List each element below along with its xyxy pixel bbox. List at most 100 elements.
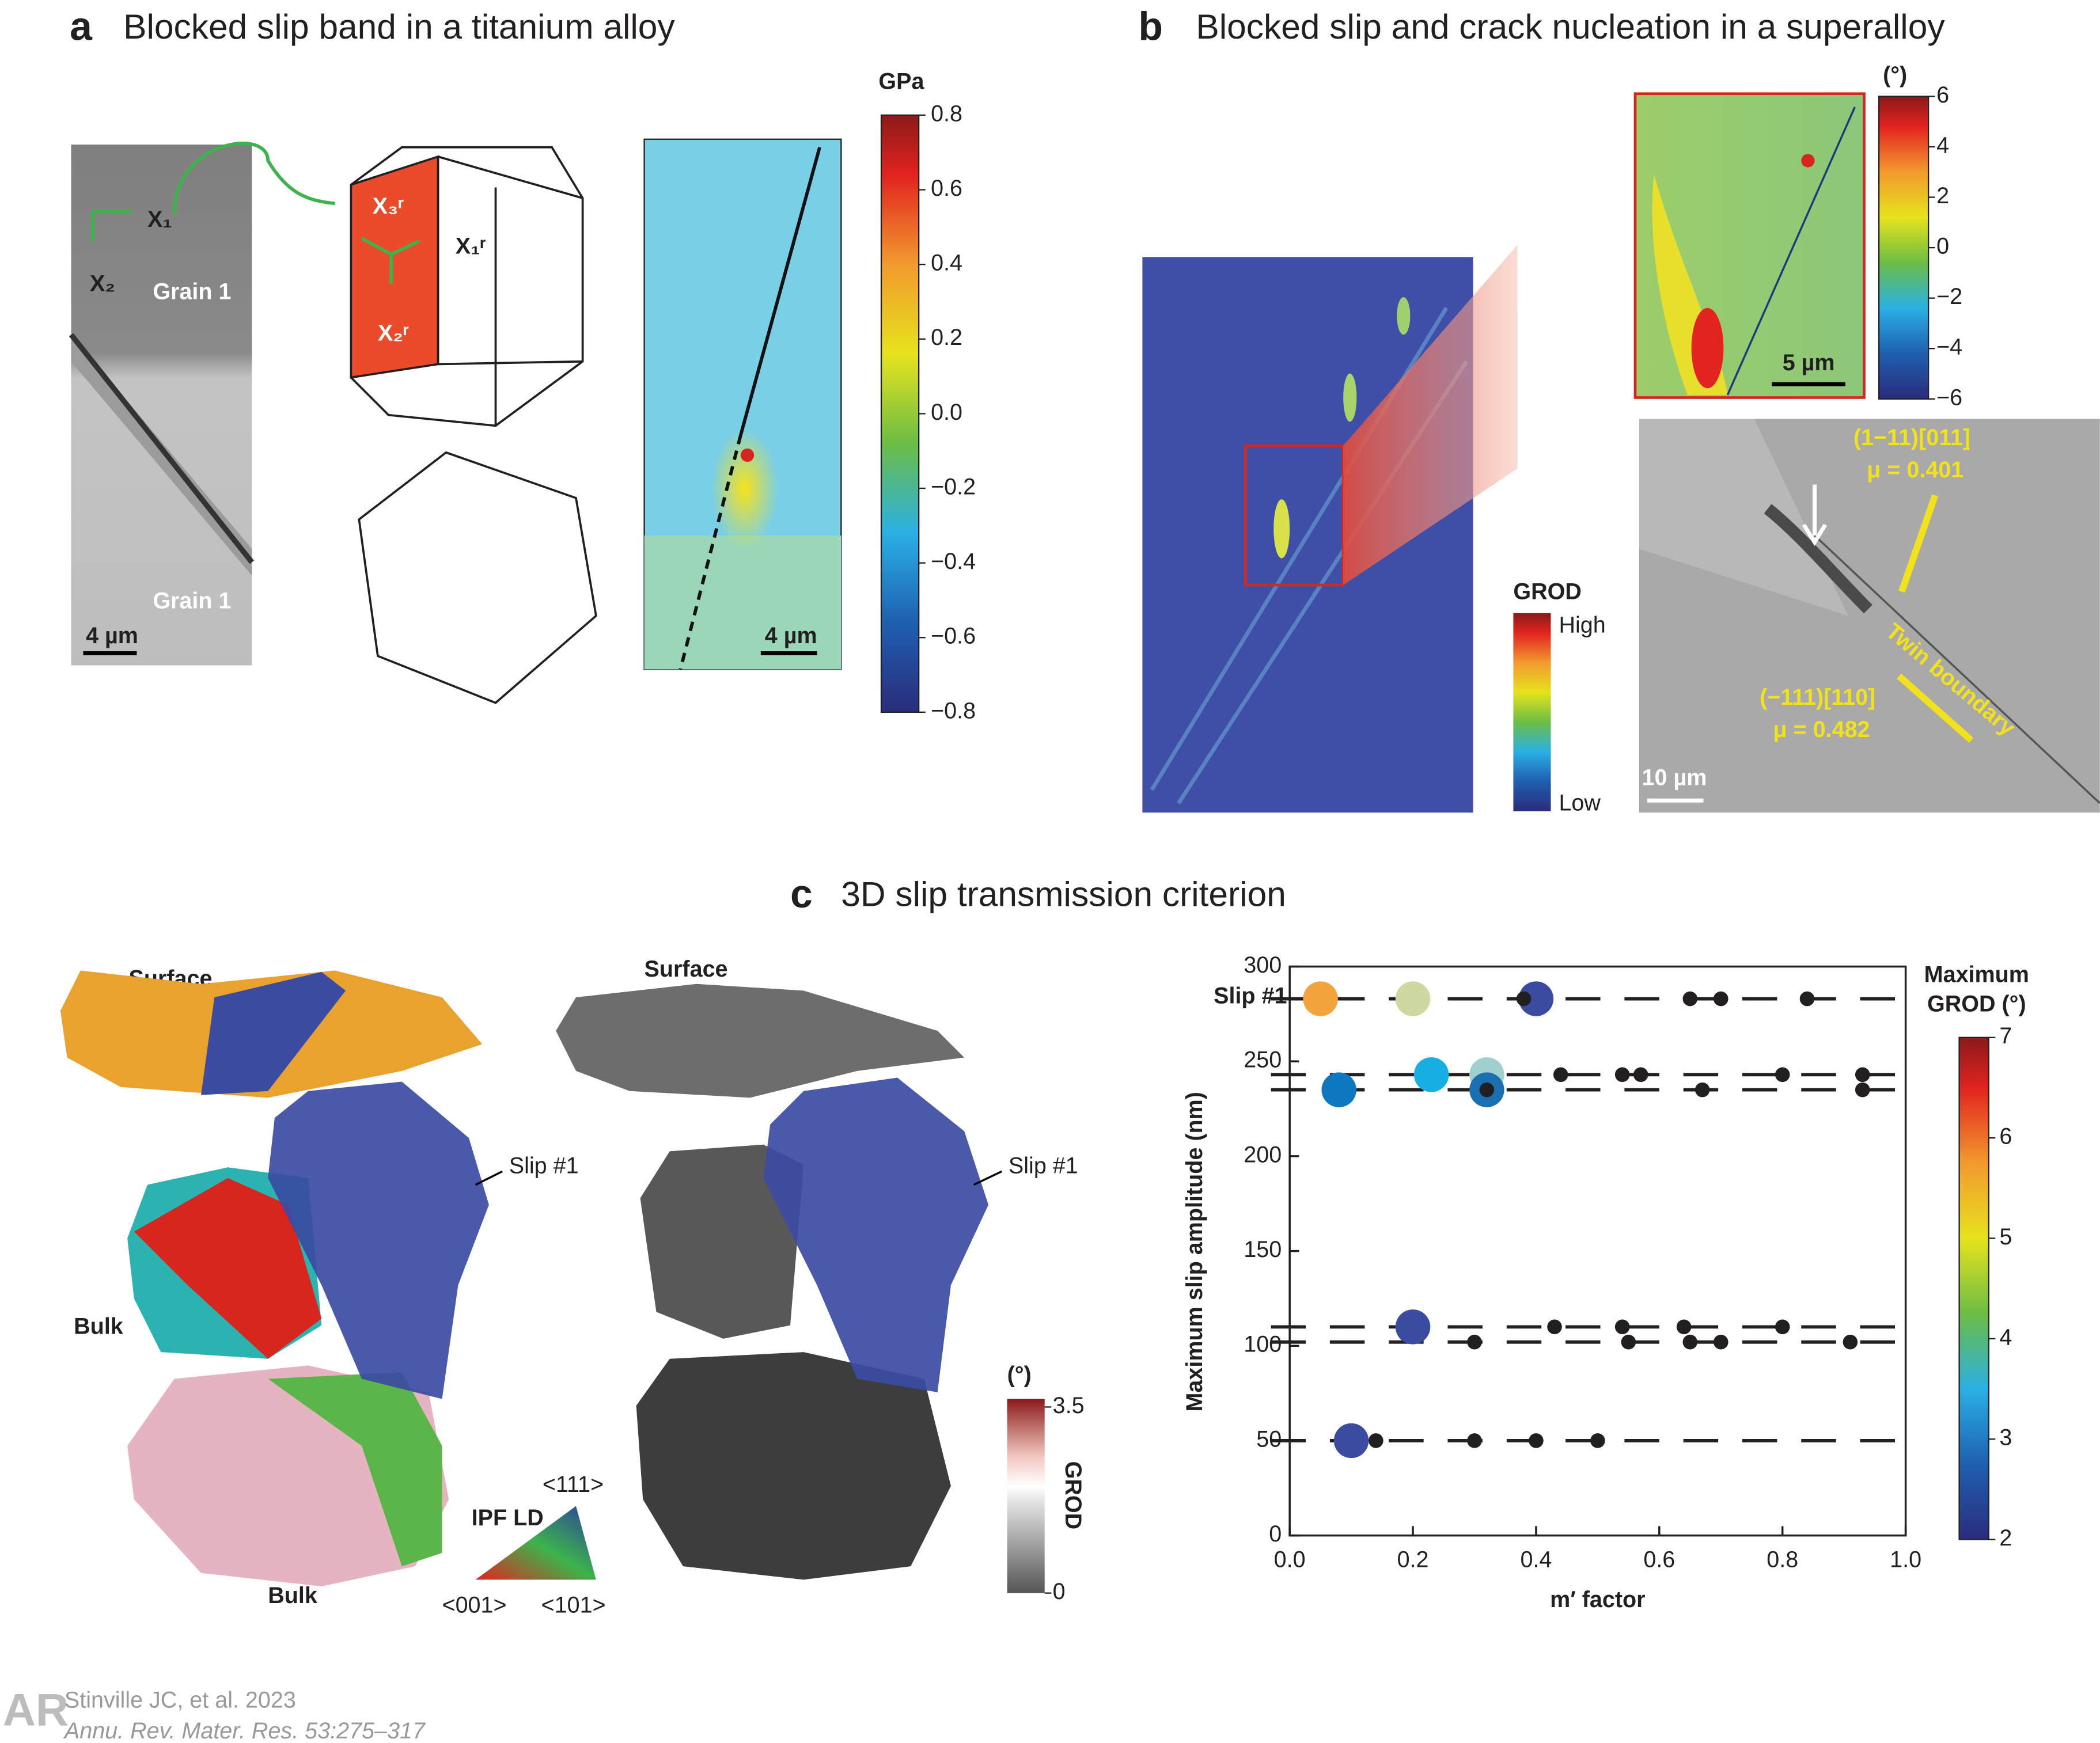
y-tick-label: 200 (1244, 1142, 1282, 1167)
grain-label: Grain 1 (153, 279, 231, 305)
point (1547, 1319, 1562, 1335)
x-tick-label: 1.0 (1890, 1547, 1921, 1572)
point (1799, 991, 1815, 1007)
colorbar-tick-label: 6 (1999, 1124, 2012, 1149)
ipf-label: <001> (442, 1592, 507, 1617)
axes-arrows (90, 210, 132, 241)
slip-band (739, 146, 821, 436)
point (1553, 1067, 1568, 1083)
point (1467, 1334, 1482, 1350)
colorbar-tick-label: 0.6 (931, 176, 962, 201)
colorbar-label: High (1559, 612, 1605, 637)
axis-label: X₂ (90, 271, 115, 297)
point (1713, 1334, 1728, 1350)
x-tick-label: 0.2 (1397, 1547, 1429, 1572)
y-tick-label: 250 (1244, 1047, 1282, 1073)
y-tick-label: 0 (1269, 1521, 1282, 1547)
colorbar-tick-label: −0.8 (931, 698, 976, 723)
citation-journal: Annu. Rev. Mater. Res. 53:275–317 (63, 1718, 426, 1743)
colorbar-tick-label: −0.2 (931, 474, 976, 499)
grain-bottom-region (268, 1372, 442, 1567)
micrograph (71, 145, 252, 666)
grod-colorbar (1513, 613, 1551, 811)
point (1614, 1067, 1630, 1083)
grod-point (1303, 981, 1338, 1016)
point (1676, 1319, 1692, 1335)
rotation-arrow (172, 142, 335, 214)
colorbar-tick-label: −0.6 (931, 624, 976, 649)
colorbar-tick-label: −4 (1936, 335, 1962, 360)
colorbar-name: GROD (1060, 1461, 1086, 1530)
point (1843, 1334, 1858, 1350)
slip-band (69, 333, 255, 564)
panel-label: c (790, 871, 813, 916)
y-tick-label: 150 (1244, 1237, 1282, 1262)
point (1516, 991, 1532, 1007)
colorbar-tick-label: 6 (1936, 82, 1949, 108)
pointer (475, 1170, 503, 1186)
panel-title: Blocked slip and crack nucleation in a s… (1196, 7, 1945, 46)
grain-label: Bulk (74, 1314, 124, 1339)
hexagon (358, 451, 597, 704)
colorbar-tick-label: 7 (1999, 1023, 2012, 1049)
colorbar-tick-label: 4 (1999, 1324, 2012, 1350)
axis-label: X₂ʳ (378, 321, 409, 346)
axis-label: X₁ʳ (456, 234, 486, 259)
colorbar-tick-label: −2 (1936, 284, 1962, 309)
logo: AR (3, 1684, 69, 1736)
colorbar-tick-label: 0.8 (931, 101, 962, 126)
colorbar-title: Maximum (1924, 962, 2029, 987)
trace-line (1898, 494, 1939, 593)
point (1775, 1067, 1790, 1083)
schmid-factor: μ = 0.482 (1773, 717, 1870, 742)
citation-authors: Stinville JC, et al. 2023 (65, 1687, 296, 1712)
inset-peak (1801, 154, 1815, 168)
colorbar-tick-label: 0.0 (931, 400, 962, 425)
grain-label: Grain 1 (153, 588, 231, 614)
slip-plane (268, 1081, 489, 1399)
slip-system: (−111)[110] (1760, 685, 1875, 710)
plot-frame (1288, 965, 1907, 1537)
ipf-triangle (475, 1506, 596, 1580)
point (1855, 1082, 1870, 1098)
x-tick-label: 0.0 (1274, 1547, 1306, 1572)
grod-point (1333, 1423, 1369, 1459)
grain-bulk-region (134, 1178, 322, 1359)
zoom-funnel (1343, 245, 1518, 585)
point (1621, 1334, 1636, 1350)
x-axis-title: m′ factor (1550, 1587, 1645, 1612)
panel-label: a (70, 4, 93, 49)
colorbar-tick-label: −6 (1936, 385, 1962, 410)
colorbar-tick-label: 3.5 (1053, 1393, 1085, 1418)
grod-point (1518, 981, 1554, 1016)
point (1855, 1067, 1870, 1083)
grain-bottom-grey (636, 1352, 951, 1580)
colorbar-label: Low (1559, 791, 1601, 816)
colorbar (880, 114, 920, 713)
grain-label: Surface (645, 956, 728, 982)
grain-label: Bulk (268, 1583, 318, 1608)
sem-grain (1639, 419, 1848, 616)
colorbar-title: GROD (°) (1927, 991, 2026, 1016)
scale-label: 10 µm (1642, 765, 1707, 791)
sem-slip-band (1764, 504, 1872, 614)
point (1479, 1082, 1495, 1098)
point (1633, 1067, 1648, 1083)
point (1695, 1082, 1710, 1098)
panel-title: Blocked slip band in a titanium alloy (123, 7, 675, 46)
grod-point (1321, 1072, 1356, 1107)
annotation: Slip #1 (1214, 983, 1287, 1008)
axis-label: X₃ʳ (373, 193, 404, 219)
colorbar-tick-label: 0 (1053, 1579, 1066, 1604)
pointer (973, 1170, 1003, 1186)
y-tick-label: 300 (1244, 952, 1282, 978)
grod-point (1395, 1309, 1431, 1345)
colorbar-tick-label: 2 (1936, 183, 1949, 208)
ipf-title: IPF LD (472, 1505, 544, 1531)
scale-label: 4 µm (765, 623, 817, 648)
stress-peak (740, 448, 755, 462)
point (1775, 1319, 1790, 1335)
colorbar (1878, 96, 1930, 400)
hcp-prism (350, 146, 584, 427)
